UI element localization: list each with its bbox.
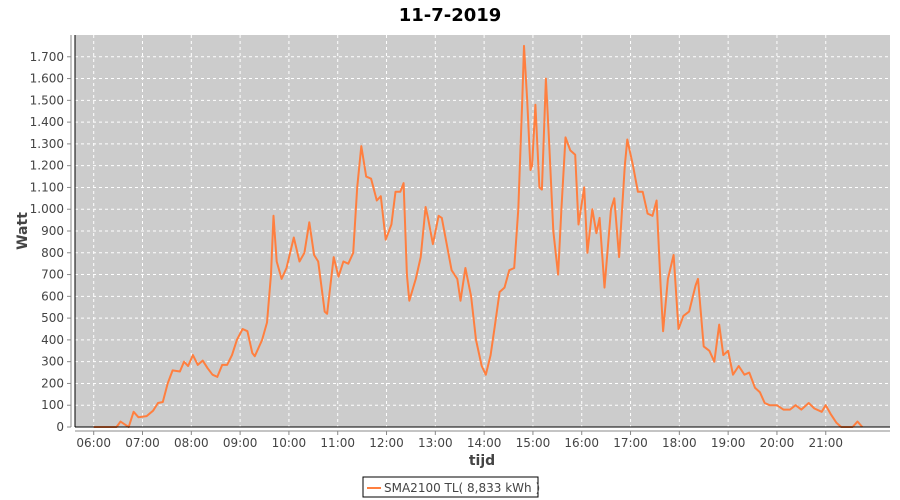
grid — [75, 35, 890, 427]
x-tick-label: 18:00 — [662, 436, 697, 450]
y-tick-label: 600 — [41, 289, 64, 303]
y-axis: 0 100 200 300 400 500 600 700 800 900 1.000 1.100 1.… — [30, 50, 71, 434]
x-tick-label: 16:00 — [564, 436, 599, 450]
chart-title: 11-7-2019 — [399, 5, 502, 26]
x-axis-label: tijd — [469, 453, 495, 469]
x-tick-label: 20:00 — [760, 436, 795, 450]
x-tick-label: 08:00 — [174, 436, 209, 450]
x-axis: 06:00 07:00 08:00 09:00 10:00 11:00 12:00 13:00… — [76, 431, 843, 450]
x-tick-label: 09:00 — [223, 436, 258, 450]
y-tick-label: 900 — [41, 224, 64, 238]
y-tick-label: 1.500 — [30, 93, 64, 107]
y-tick-label: 100 — [41, 398, 64, 412]
y-tick-label: 500 — [41, 311, 64, 325]
y-tick-label: 0 — [56, 420, 64, 434]
x-tick-label: 19:00 — [711, 436, 746, 450]
y-tick-label: 800 — [41, 246, 64, 260]
x-tick-label: 06:00 — [76, 436, 111, 450]
x-tick-label: 13:00 — [418, 436, 453, 450]
x-tick-label: 21:00 — [808, 436, 843, 450]
y-tick-label: 1.700 — [30, 50, 64, 64]
y-tick-label: 1.300 — [30, 137, 64, 151]
y-tick-label: 300 — [41, 355, 64, 369]
x-tick-label: 14:00 — [467, 436, 502, 450]
y-tick-label: 1.000 — [30, 202, 64, 216]
x-tick-label: 17:00 — [613, 436, 648, 450]
y-tick-label: 1.600 — [30, 72, 64, 86]
y-axis-label: Watt — [15, 212, 31, 250]
x-tick-label: 07:00 — [125, 436, 160, 450]
x-tick-label: 11:00 — [320, 436, 355, 450]
y-tick-label: 400 — [41, 333, 64, 347]
legend-label: SMA2100 TL( 8,833 kWh ) — [384, 481, 540, 495]
y-tick-label: 200 — [41, 376, 64, 390]
y-tick-label: 700 — [41, 268, 64, 282]
series-line — [93, 44, 864, 428]
y-tick-label: 1.100 — [30, 180, 64, 194]
y-tick-label: 1.200 — [30, 159, 64, 173]
y-tick-label: 1.400 — [30, 115, 64, 129]
x-tick-label: 10:00 — [272, 436, 307, 450]
legend: SMA2100 TL( 8,833 kWh ) — [362, 476, 540, 498]
x-tick-label: 15:00 — [516, 436, 551, 450]
x-tick-label: 12:00 — [369, 436, 404, 450]
